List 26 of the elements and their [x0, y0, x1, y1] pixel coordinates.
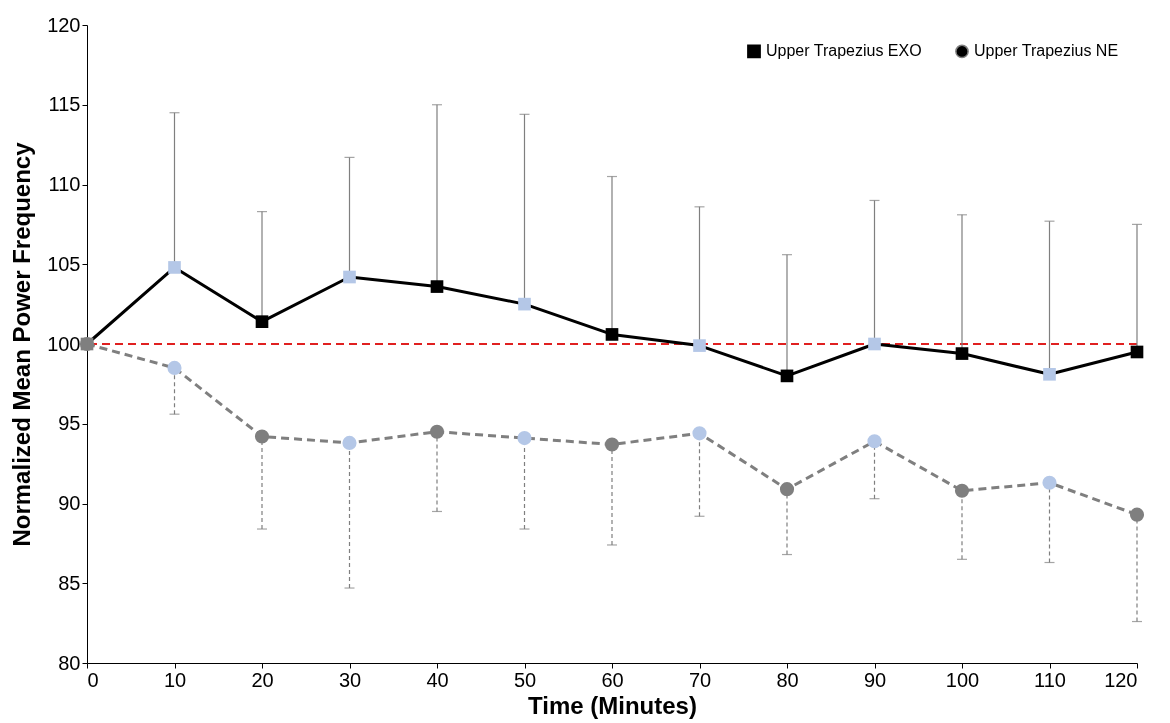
y-tick-label: 95 — [58, 412, 81, 435]
y-tick-label: 85 — [58, 571, 81, 594]
y-tick-label: 110 — [48, 173, 81, 195]
x-tick-label: 60 — [601, 668, 624, 691]
y-tick-label: 80 — [58, 651, 81, 674]
legend-label: Upper Trapezius NE — [974, 42, 1119, 60]
x-tick-label: 110 — [1034, 668, 1066, 691]
x-tick-label: 30 — [338, 668, 362, 691]
x-tick-label: 20 — [251, 668, 274, 691]
x-tick-label: 50 — [513, 668, 537, 691]
y-tick-label: 120 — [47, 13, 81, 36]
y-tick-label: 100 — [47, 332, 81, 355]
x-tick-label: 40 — [426, 668, 449, 691]
x-tick-label: 70 — [688, 668, 712, 691]
x-tick-label: 0 — [87, 668, 99, 691]
y-tick-label: 115 — [48, 93, 81, 116]
x-tick-label: 120 — [1104, 668, 1138, 691]
x-tick-label: 100 — [945, 668, 980, 691]
y-axis-title: Normalized Mean Power Frequency — [8, 141, 36, 547]
x-axis-title: Time (Minutes) — [528, 691, 697, 719]
y-tick-label: 90 — [58, 492, 81, 514]
x-tick-label: 10 — [163, 668, 187, 691]
y-tick-label: 105 — [47, 252, 81, 275]
x-tick-label: 90 — [863, 668, 887, 691]
x-tick-label: 80 — [776, 668, 799, 691]
legend-label: Upper Trapezius EXO — [766, 42, 922, 60]
